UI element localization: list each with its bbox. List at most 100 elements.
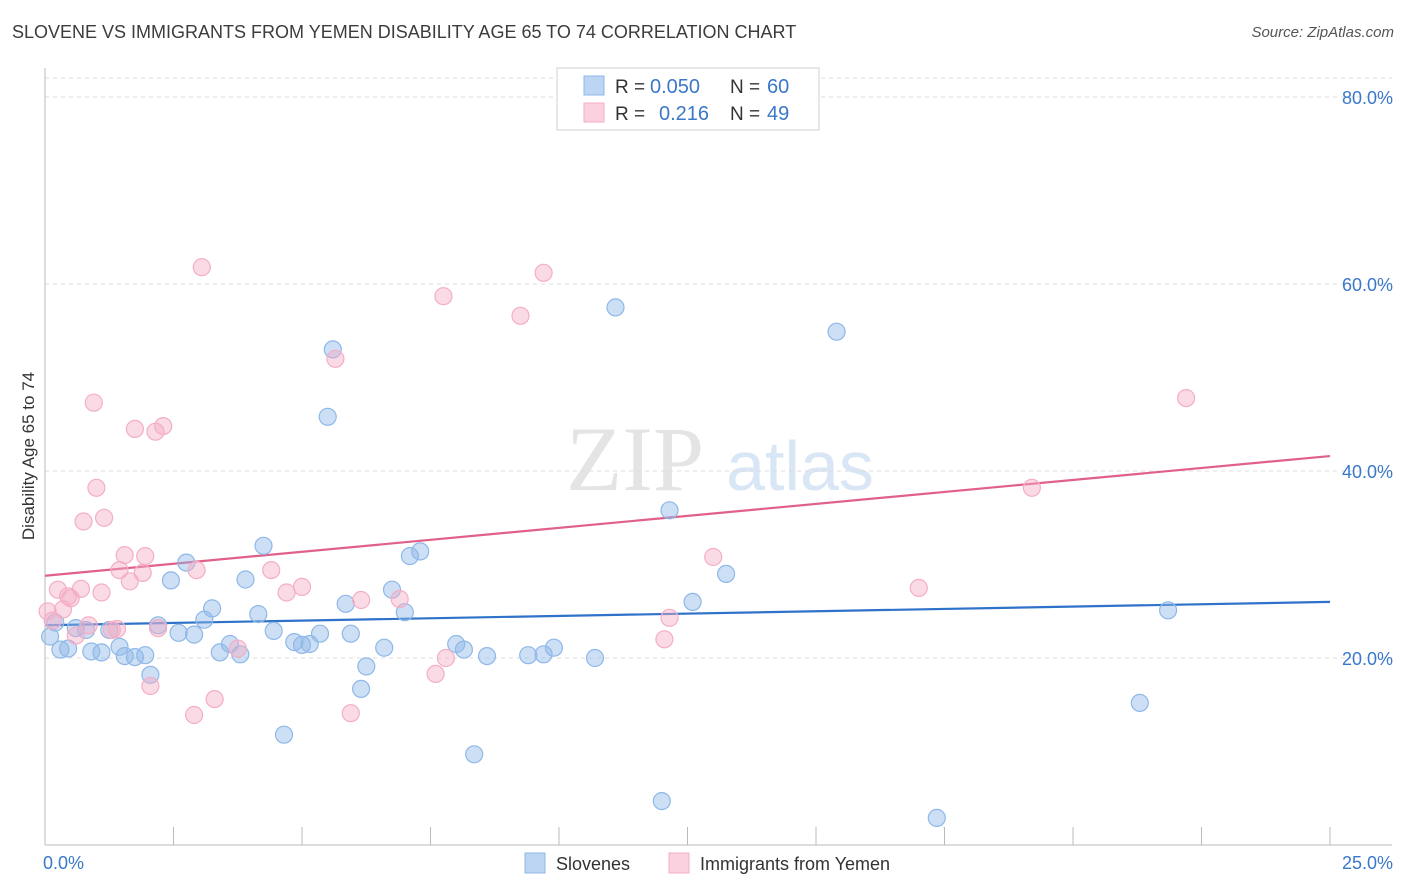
point-slovenes-45: [454, 640, 473, 659]
point-yemen-48: [1176, 389, 1196, 408]
point-yemen-30: [228, 639, 247, 658]
point-slovenes-52: [606, 298, 625, 317]
point-yemen-13: [94, 508, 114, 527]
point-yemen-15: [107, 619, 127, 639]
point-slovenes-32: [310, 624, 330, 643]
point-slovenes-24: [236, 570, 255, 589]
series-legend-label-yemen: Immigrants from Yemen: [700, 854, 890, 874]
legend-swatch-yemen: [583, 102, 605, 123]
series-legend: Slovenes Immigrants from Yemen: [524, 852, 890, 874]
point-slovenes-51: [585, 648, 605, 668]
stats-legend: R = 0.050 N = 60 R = 0.216 N = 49: [556, 67, 820, 131]
point-slovenes-20: [203, 599, 222, 618]
chart-title: SLOVENE VS IMMIGRANTS FROM YEMEN DISABIL…: [12, 22, 797, 42]
point-yemen-41: [511, 306, 530, 325]
point-slovenes-12: [136, 646, 155, 665]
point-slovenes-0: [40, 627, 60, 646]
point-slovenes-5: [76, 620, 96, 640]
point-slovenes-40: [382, 580, 402, 599]
legend-n-value-1: 60: [767, 76, 789, 98]
trend-lines: [44, 454, 1331, 627]
point-slovenes-55: [683, 592, 702, 612]
point-slovenes-16: [169, 623, 188, 642]
legend-n-label-1: N =: [730, 77, 760, 98]
point-slovenes-42: [400, 546, 419, 566]
point-slovenes-30: [292, 635, 312, 655]
point-yemen-6: [66, 626, 85, 645]
legend-r-value-2: 0.216: [659, 103, 709, 125]
point-yemen-11: [87, 478, 106, 497]
point-slovenes-2: [51, 640, 70, 659]
axes: [44, 68, 1392, 846]
series-legend-swatch-yemen: [668, 852, 690, 874]
point-yemen-21: [136, 546, 155, 566]
point-slovenes-28: [274, 725, 294, 744]
tick-labels: 20.0% 40.0% 60.0% 80.0% 0.0% 25.0%: [43, 88, 1393, 873]
point-slovenes-26: [254, 536, 273, 555]
point-slovenes-7: [92, 643, 111, 662]
legend-r-value-1: 0.050: [650, 76, 700, 98]
point-slovenes-53: [652, 791, 671, 811]
point-yemen-47: [1022, 478, 1042, 497]
point-slovenes-58: [927, 808, 946, 828]
series-legend-swatch-slovenes: [524, 852, 546, 874]
point-yemen-0: [38, 602, 57, 621]
point-slovenes-17: [177, 553, 196, 572]
point-yemen-44: [660, 608, 679, 627]
point-yemen-20: [133, 563, 152, 583]
point-slovenes-43: [411, 542, 430, 561]
point-yemen-12: [92, 583, 111, 602]
point-slovenes-27: [264, 621, 283, 641]
point-slovenes-50: [544, 638, 564, 657]
point-yemen-24: [149, 618, 168, 638]
y-axis-label: Disability Age 65 to 74: [19, 372, 38, 540]
point-yemen-31: [262, 560, 281, 580]
point-yemen-26: [185, 705, 204, 725]
source-note: Source: ZipAtlas.com: [1251, 24, 1394, 41]
trend-line-slovenes: [44, 600, 1331, 627]
watermark-atlas: atlas: [726, 427, 874, 505]
point-yemen-22: [141, 676, 160, 696]
point-slovenes-38: [357, 657, 376, 676]
point-slovenes-60: [1158, 601, 1178, 620]
point-yemen-38: [426, 664, 445, 684]
point-yemen-35: [341, 704, 360, 723]
legend-r-label-2: R =: [615, 104, 645, 125]
point-yemen-37: [390, 589, 409, 609]
point-slovenes-48: [519, 646, 538, 665]
point-slovenes-59: [1130, 693, 1149, 713]
point-yemen-14: [102, 620, 121, 640]
point-slovenes-18: [185, 625, 204, 644]
point-slovenes-56: [716, 564, 736, 584]
point-yemen-18: [120, 572, 139, 591]
point-slovenes-35: [336, 594, 355, 613]
point-yemen-2: [48, 580, 68, 599]
point-yemen-7: [71, 579, 91, 598]
point-yemen-32: [277, 583, 296, 602]
legend-n-value-2: 49: [767, 103, 789, 125]
point-yemen-40: [434, 287, 453, 306]
y-tick-label-0: 20.0%: [1342, 649, 1393, 669]
legend-r-label-1: R =: [615, 77, 645, 98]
data-points: [38, 258, 1196, 828]
point-yemen-42: [534, 263, 553, 282]
trend-line-yemen: [44, 454, 1331, 577]
point-yemen-45: [704, 547, 723, 567]
point-yemen-39: [436, 648, 455, 668]
point-slovenes-47: [477, 646, 497, 666]
point-slovenes-54: [660, 501, 679, 520]
point-yemen-33: [292, 577, 312, 597]
y-tick-label-1: 40.0%: [1342, 462, 1393, 482]
point-slovenes-49: [534, 645, 553, 664]
point-yemen-10: [84, 393, 103, 412]
point-yemen-43: [655, 630, 674, 649]
point-yemen-19: [125, 419, 144, 438]
point-yemen-27: [187, 560, 206, 580]
point-slovenes-25: [249, 604, 268, 624]
point-yemen-8: [74, 512, 93, 531]
point-yemen-34: [326, 349, 345, 368]
point-slovenes-15: [161, 571, 180, 590]
point-yemen-25: [154, 417, 173, 436]
point-slovenes-57: [827, 322, 846, 341]
point-yemen-36: [352, 590, 371, 610]
